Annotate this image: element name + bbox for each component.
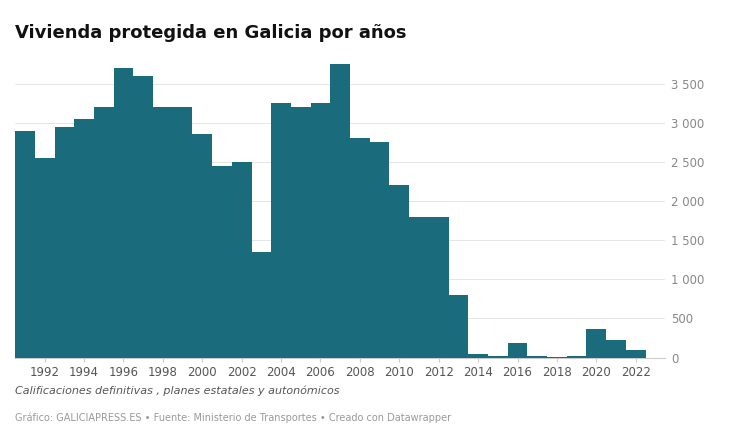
Bar [409, 217, 429, 358]
Bar [389, 185, 409, 358]
Bar [133, 76, 153, 358]
Bar [350, 138, 370, 358]
Bar [212, 166, 232, 358]
Bar [54, 127, 74, 358]
Bar [94, 107, 113, 358]
Bar [193, 134, 212, 358]
Bar [448, 295, 468, 358]
Bar [35, 158, 54, 358]
Bar [232, 162, 252, 358]
Bar [626, 350, 646, 358]
Bar [606, 340, 626, 358]
Bar [74, 119, 94, 358]
Bar [113, 68, 133, 358]
Bar [528, 356, 547, 358]
Bar [468, 354, 488, 358]
Bar [153, 107, 172, 358]
Bar [15, 130, 35, 358]
Bar [291, 107, 311, 358]
Text: Gráfico: GALICIAPRESS.ES • Fuente: Ministerio de Transportes • Creado con Datawr: Gráfico: GALICIAPRESS.ES • Fuente: Minis… [15, 412, 451, 422]
Bar [508, 344, 528, 358]
Bar [311, 103, 330, 358]
Bar [488, 356, 508, 358]
Bar [429, 217, 448, 358]
Bar [330, 64, 350, 358]
Bar [567, 356, 587, 358]
Bar [172, 107, 193, 358]
Bar [271, 103, 291, 358]
Bar [547, 357, 567, 358]
Bar [587, 329, 606, 358]
Text: Vivienda protegida en Galicia por años: Vivienda protegida en Galicia por años [15, 24, 407, 42]
Bar [370, 142, 389, 358]
Text: Calificaciones definitivas , planes estatales y autonómicos: Calificaciones definitivas , planes esta… [15, 386, 339, 396]
Bar [252, 252, 271, 358]
